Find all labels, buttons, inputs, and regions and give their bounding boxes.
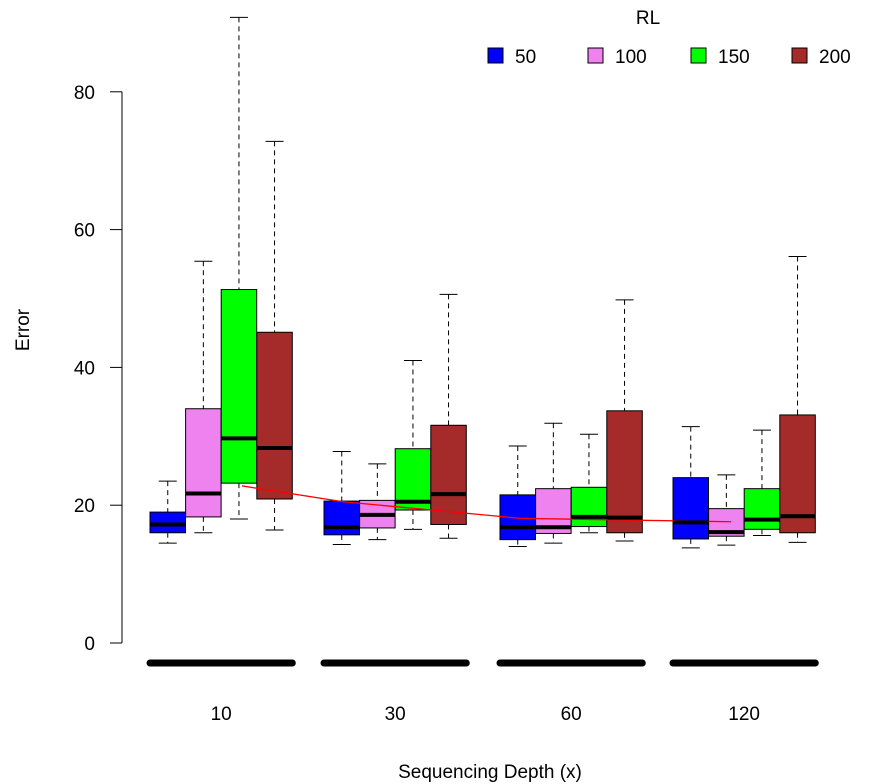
legend-swatch-200 bbox=[791, 47, 808, 64]
medians bbox=[150, 436, 816, 535]
box-200 bbox=[606, 410, 643, 534]
trend-line-group bbox=[241, 485, 732, 523]
legend-swatch-150 bbox=[690, 47, 707, 64]
box-200 bbox=[779, 414, 816, 534]
x-axis-title: Sequencing Depth (x) bbox=[398, 762, 582, 783]
boxes bbox=[149, 16, 816, 549]
legend-label: 150 bbox=[718, 47, 750, 68]
legend-label: 50 bbox=[515, 47, 536, 68]
legend-swatch-100 bbox=[587, 47, 604, 64]
legend-title: RL bbox=[636, 8, 660, 29]
x-tick-label: 10 bbox=[211, 704, 232, 725]
y-tick-label: 20 bbox=[74, 496, 95, 517]
x-tick-label: 30 bbox=[385, 704, 406, 725]
box-50 bbox=[149, 511, 186, 534]
y-tick-label: 80 bbox=[74, 83, 95, 104]
legend-label: 100 bbox=[615, 47, 647, 68]
box-50 bbox=[323, 500, 360, 536]
trend-line bbox=[241, 485, 732, 523]
box-200 bbox=[256, 331, 293, 500]
y-axis: 0 20 40 60 80 bbox=[74, 83, 123, 655]
box-200 bbox=[430, 424, 467, 525]
y-tick-label: 0 bbox=[84, 634, 95, 655]
x-tick-label: 120 bbox=[728, 704, 760, 725]
box-100 bbox=[185, 408, 222, 518]
legend-label: 200 bbox=[819, 47, 851, 68]
x-tick-label: 60 bbox=[561, 704, 582, 725]
y-tick-label: 60 bbox=[74, 221, 95, 242]
box-150 bbox=[570, 486, 608, 528]
y-axis-title: Error bbox=[13, 308, 34, 351]
box-50 bbox=[672, 477, 709, 540]
box-150 bbox=[220, 289, 258, 484]
legend-swatch-50 bbox=[487, 47, 504, 64]
y-tick-label: 40 bbox=[74, 358, 95, 379]
box-150 bbox=[743, 488, 781, 530]
legend: RL 50 100 150 200 bbox=[487, 8, 851, 68]
x-tick-labels: 10 30 60 120 bbox=[211, 704, 760, 725]
